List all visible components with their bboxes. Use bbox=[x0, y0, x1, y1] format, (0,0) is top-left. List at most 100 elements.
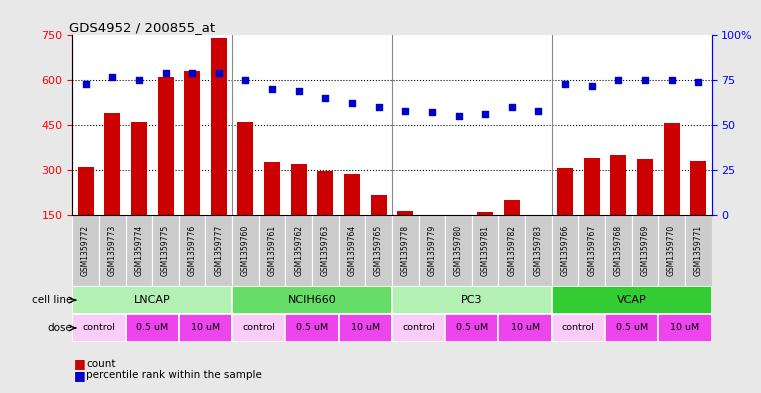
Text: GSM1359768: GSM1359768 bbox=[614, 225, 622, 276]
Bar bbox=[392, 215, 419, 286]
Bar bbox=[451, 215, 466, 259]
Bar bbox=[397, 211, 413, 259]
Bar bbox=[605, 314, 658, 342]
Text: LNCAP: LNCAP bbox=[134, 295, 170, 305]
Bar bbox=[78, 167, 94, 259]
Text: VCAP: VCAP bbox=[616, 295, 647, 305]
Bar bbox=[72, 215, 99, 286]
Text: 10 uM: 10 uM bbox=[670, 323, 699, 332]
Text: cell line: cell line bbox=[32, 295, 72, 305]
Point bbox=[80, 81, 92, 87]
Bar bbox=[131, 122, 147, 259]
Point bbox=[612, 77, 624, 83]
Point bbox=[346, 100, 358, 107]
Text: 10 uM: 10 uM bbox=[351, 323, 380, 332]
Bar bbox=[285, 314, 339, 342]
Bar bbox=[371, 195, 387, 259]
Bar bbox=[232, 215, 259, 286]
Point bbox=[213, 70, 225, 76]
Text: GSM1359783: GSM1359783 bbox=[534, 225, 543, 276]
Text: GSM1359773: GSM1359773 bbox=[108, 225, 116, 276]
Text: 10 uM: 10 uM bbox=[191, 323, 220, 332]
Point bbox=[559, 81, 571, 87]
Text: GSM1359763: GSM1359763 bbox=[321, 225, 330, 276]
Bar bbox=[610, 155, 626, 259]
Bar bbox=[205, 215, 232, 286]
Point bbox=[266, 86, 279, 92]
Point bbox=[639, 77, 651, 83]
Bar bbox=[211, 39, 227, 259]
Bar bbox=[259, 215, 285, 286]
Text: GSM1359769: GSM1359769 bbox=[641, 225, 649, 276]
Bar bbox=[184, 71, 200, 259]
Point bbox=[666, 77, 678, 83]
Text: ■: ■ bbox=[74, 357, 85, 370]
Point bbox=[453, 113, 465, 119]
Text: GSM1359767: GSM1359767 bbox=[587, 225, 596, 276]
Text: GSM1359781: GSM1359781 bbox=[481, 225, 489, 276]
Point bbox=[506, 104, 518, 110]
Text: GSM1359761: GSM1359761 bbox=[268, 225, 276, 276]
Bar bbox=[557, 168, 573, 259]
Point bbox=[240, 77, 252, 83]
Bar bbox=[72, 286, 232, 314]
Bar bbox=[237, 122, 253, 259]
Bar bbox=[179, 215, 205, 286]
Bar bbox=[317, 171, 333, 259]
Bar bbox=[472, 215, 498, 286]
Bar bbox=[584, 158, 600, 259]
Text: GSM1359762: GSM1359762 bbox=[295, 225, 303, 276]
Bar bbox=[392, 314, 445, 342]
Bar bbox=[605, 215, 632, 286]
Bar bbox=[232, 314, 285, 342]
Point bbox=[693, 79, 705, 85]
Bar bbox=[264, 162, 280, 259]
Point bbox=[400, 107, 412, 114]
Point bbox=[107, 73, 119, 80]
Text: 0.5 uM: 0.5 uM bbox=[136, 323, 168, 332]
Point bbox=[293, 88, 305, 94]
Text: GSM1359782: GSM1359782 bbox=[508, 225, 516, 276]
Bar bbox=[104, 113, 120, 259]
Bar bbox=[637, 159, 653, 259]
Bar bbox=[72, 314, 126, 342]
Point bbox=[586, 83, 598, 89]
Bar bbox=[504, 200, 520, 259]
Bar bbox=[291, 164, 307, 259]
Bar bbox=[344, 174, 360, 259]
Point bbox=[479, 111, 492, 118]
Bar bbox=[339, 215, 365, 286]
Point bbox=[186, 70, 199, 76]
Text: 0.5 uM: 0.5 uM bbox=[456, 323, 488, 332]
Bar bbox=[152, 215, 179, 286]
Bar bbox=[158, 77, 174, 259]
Text: GSM1359775: GSM1359775 bbox=[161, 225, 170, 276]
Bar bbox=[530, 215, 546, 259]
Text: NCIH660: NCIH660 bbox=[288, 295, 336, 305]
Text: GSM1359766: GSM1359766 bbox=[561, 225, 569, 276]
Bar bbox=[525, 215, 552, 286]
Text: GDS4952 / 200855_at: GDS4952 / 200855_at bbox=[69, 21, 215, 34]
Bar bbox=[658, 314, 712, 342]
Bar bbox=[578, 215, 605, 286]
Bar bbox=[126, 215, 152, 286]
Bar bbox=[552, 215, 578, 286]
Text: GSM1359780: GSM1359780 bbox=[454, 225, 463, 276]
Text: ■: ■ bbox=[74, 369, 85, 382]
Text: control: control bbox=[562, 323, 595, 332]
Text: 0.5 uM: 0.5 uM bbox=[296, 323, 328, 332]
Point bbox=[320, 95, 332, 101]
Bar bbox=[685, 215, 712, 286]
Bar bbox=[658, 215, 685, 286]
Text: count: count bbox=[86, 358, 116, 369]
Bar bbox=[477, 212, 493, 259]
Bar bbox=[232, 286, 392, 314]
Bar bbox=[498, 215, 525, 286]
Point bbox=[426, 109, 438, 116]
Text: GSM1359765: GSM1359765 bbox=[374, 225, 383, 276]
Text: control: control bbox=[402, 323, 435, 332]
Bar bbox=[632, 215, 658, 286]
Bar bbox=[365, 215, 392, 286]
Text: GSM1359776: GSM1359776 bbox=[188, 225, 196, 276]
Bar bbox=[498, 314, 552, 342]
